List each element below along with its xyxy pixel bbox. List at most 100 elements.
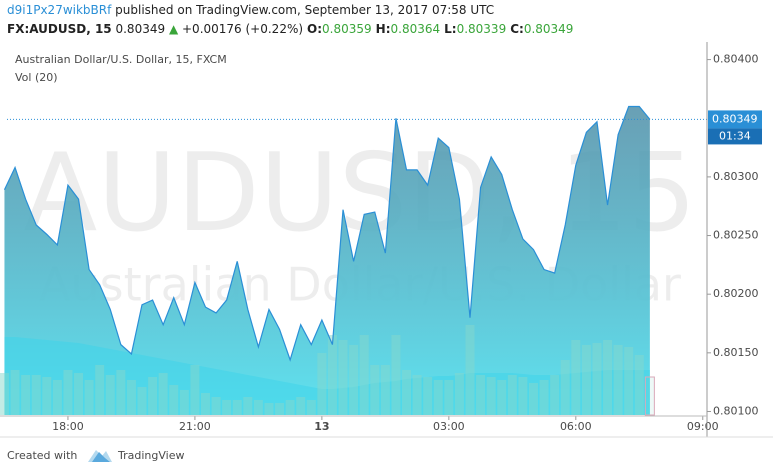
volume-bar [349,345,359,415]
change: +0.00176 (+0.22%) [182,22,303,36]
volume-bar [433,380,443,415]
ohlc-label: C: [510,22,524,36]
volume-bar [179,390,189,415]
volume-bar [158,373,168,415]
ohlc-value: 0.80349 [524,22,574,36]
last: 0.80349 [115,22,165,36]
volume-bar [412,375,422,415]
x-tick-label: 03:00 [433,420,465,433]
y-tick-label: 0.80150 [713,346,759,359]
y-tick-label: 0.80200 [713,287,759,300]
ohlc: O:0.80359 H:0.80364 L:0.80339 C:0.80349 [307,22,573,36]
pane-title: Australian Dollar/U.S. Dollar, 15, FXCM [15,53,227,66]
x-tick-label: 21:00 [179,420,211,433]
volume-bar [539,380,549,415]
last-price-box [708,110,762,129]
volume-bar [486,377,496,415]
volume-bar [528,383,538,415]
volume-bar [550,375,560,415]
volume-bar [359,335,369,415]
volume-bar [95,365,105,415]
volume-bar [476,375,486,415]
volume-bar [148,377,158,415]
volume-bar [137,387,147,415]
volume-bar [306,400,316,415]
volume-bar [423,377,433,415]
volume-bar [232,400,242,415]
volume-bar [380,365,390,415]
countdown-label: 01:34 [719,129,751,142]
volume-bar [42,377,52,415]
volume-bar [507,375,517,415]
volume-bar [211,397,221,415]
ohlc-value: 0.80339 [457,22,507,36]
volume-bar [497,380,507,415]
volume-bar [84,380,94,415]
arrow: ▲ [169,22,179,36]
volume-bar [338,340,348,415]
volume-bar [21,375,31,415]
volume-bar [317,353,327,415]
volume-bar [624,347,634,415]
last-price-label: 0.80349 [712,112,758,125]
volume-bar [52,380,62,415]
quote-line: FX:AUDUSD, 15 0.80349 ▲ +0.00176 (+0.22%… [7,22,573,36]
y-tick-label: 0.80100 [713,404,759,417]
volume-bar [644,376,655,416]
volume-bar [296,397,306,415]
x-tick-label: 06:00 [560,420,592,433]
volume-bar [454,373,464,415]
volume-bar [592,343,602,415]
price-area [4,106,650,416]
volume-bar [613,345,623,415]
volume-bar [264,403,274,415]
volume-bar [222,400,232,415]
volume-bar [169,385,179,415]
volume-bar [571,340,581,415]
logo[interactable] [88,450,112,462]
countdown-box [708,128,762,145]
volume-bar [31,375,41,415]
volume-bar [116,370,126,415]
ohlc-value: 0.80359 [322,22,372,36]
volume-bar [126,380,136,415]
ohlc-label: L: [444,22,456,36]
y-tick-label: 0.80300 [713,170,759,183]
volume-bar [63,370,73,415]
volume-bar [200,393,210,415]
volume-bar [402,370,412,415]
created-with: Created with [7,449,77,462]
volume-bar [603,340,613,415]
volume-bar [327,335,337,415]
volume-bar [0,373,9,415]
volume-bar [581,345,591,415]
volume-bar [275,403,285,415]
volume-bar [560,360,570,415]
y-tick-label: 0.80250 [713,229,759,242]
y-tick-label: 0.80400 [713,53,759,66]
volume-bar [518,377,528,415]
volume-bar [10,370,20,415]
author-name[interactable]: d9i1Px27wikbBRf [7,3,112,17]
x-tick-label: 13 [314,420,329,433]
volume-title: Vol (20) [15,71,58,84]
symbol: FX:AUDUSD, 15 [7,22,112,36]
x-tick-label: 09:00 [687,420,719,433]
volume-bar [370,365,380,415]
ohlc-value: 0.80364 [391,22,441,36]
volume-bar [253,400,263,415]
volume-bar [444,380,454,415]
ohlc-label: O: [307,22,322,36]
ohlc-label: H: [376,22,391,36]
volume-bar [285,400,295,415]
x-tick-label: 18:00 [52,420,84,433]
volume-bar [634,355,644,415]
published: published on TradingView.com, September … [115,3,494,17]
volume-bar [243,397,253,415]
author: d9i1Px27wikbBRf published on TradingView… [7,3,494,17]
volume-bar [105,375,115,415]
volume-bar [190,365,200,415]
brand[interactable]: TradingView [117,449,184,462]
